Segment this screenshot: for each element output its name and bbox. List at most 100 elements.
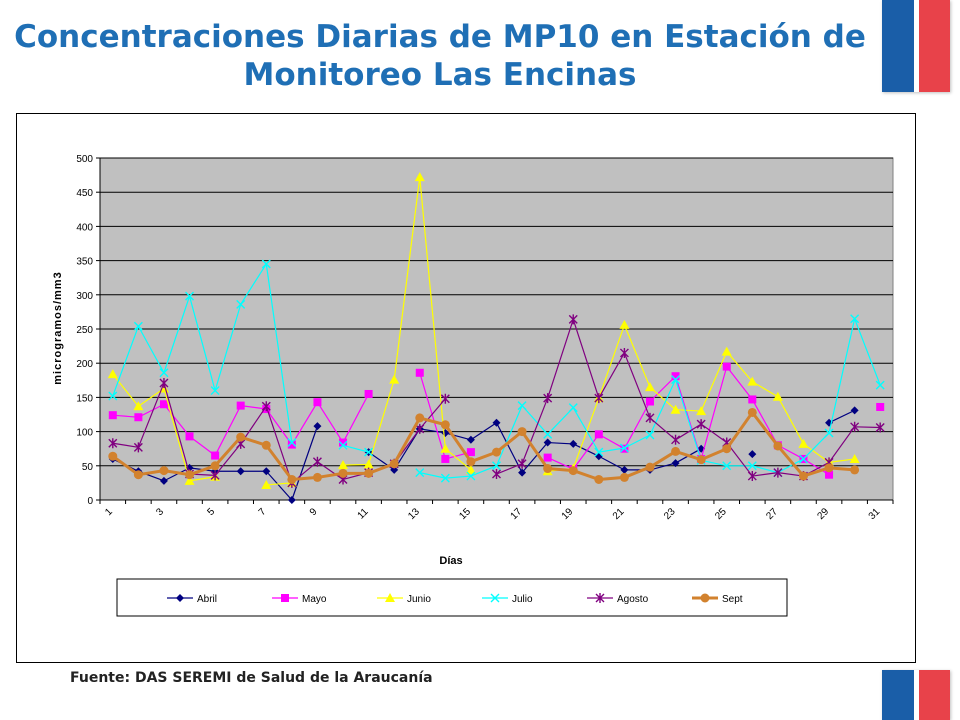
series-line-abril (828, 409, 855, 424)
data-point-julio (798, 454, 808, 464)
data-point-agosto (594, 393, 604, 404)
data-point-julio (645, 430, 655, 440)
data-point-sept (261, 440, 271, 450)
data-point-julio (517, 401, 527, 411)
data-point-abril (543, 438, 552, 447)
data-point-abril (620, 465, 629, 474)
data-point-junio (414, 172, 425, 182)
data-point-junio (721, 346, 732, 356)
data-point-mayo (543, 453, 552, 462)
legend-item-abril: Abril (167, 594, 217, 605)
data-point-sept (671, 446, 681, 456)
data-point-agosto (159, 378, 169, 389)
data-point-sept (517, 427, 527, 437)
chile-flag-stripe-top (882, 0, 950, 92)
data-point-julio (568, 403, 578, 413)
y-tick-label: 450 (76, 188, 93, 199)
data-point-julio (824, 428, 834, 438)
data-point-junio (338, 460, 349, 470)
x-tick-label: 19 (560, 506, 576, 522)
legend-label: Julio (512, 594, 533, 605)
data-point-abril (671, 459, 680, 468)
data-point-junio (644, 382, 655, 392)
x-tick-label: 25 (713, 506, 729, 522)
data-point-agosto (312, 456, 322, 467)
data-point-julio (415, 468, 425, 478)
y-tick-label: 150 (76, 393, 93, 404)
y-tick-label: 0 (87, 496, 93, 507)
legend-item-mayo: Mayo (272, 594, 327, 605)
source-note: Fuente: DAS SEREMI de Salud de la Arauca… (70, 670, 433, 686)
data-point-sept (568, 466, 578, 476)
data-point-mayo (415, 368, 424, 377)
data-point-junio (107, 369, 118, 379)
legend-label: Junio (407, 594, 431, 605)
data-point-abril (569, 439, 578, 448)
data-point-sept (185, 470, 195, 480)
data-point-sept (108, 451, 118, 461)
data-point-abril (390, 465, 399, 474)
x-tick-label: 1 (103, 506, 115, 518)
data-point-mayo (108, 411, 117, 420)
data-point-julio (338, 440, 348, 450)
data-point-sept (850, 465, 860, 475)
data-point-mayo (722, 362, 731, 371)
y-tick-label: 400 (76, 222, 93, 233)
data-point-junio (440, 443, 451, 453)
x-tick-label: 17 (509, 506, 525, 522)
data-point-mayo (671, 372, 680, 381)
data-point-agosto (619, 347, 629, 358)
data-point-sept (466, 457, 476, 467)
y-tick-label: 350 (76, 257, 93, 268)
data-point-abril (287, 496, 296, 504)
data-point-agosto (210, 470, 220, 481)
data-point-sept (159, 466, 169, 476)
legend-swatch-marker (281, 594, 289, 602)
data-point-sept (312, 472, 322, 482)
data-point-junio (772, 391, 783, 401)
data-point-agosto (773, 467, 783, 478)
legend-label: Agosto (617, 594, 649, 605)
data-point-agosto (415, 423, 425, 434)
data-point-mayo (339, 438, 348, 447)
legend-item-sept: Sept (692, 593, 743, 605)
data-point-sept (287, 474, 297, 484)
data-point-abril (492, 418, 501, 427)
legend-item-agosto: Agosto (587, 593, 649, 605)
data-point-junio (363, 459, 374, 469)
data-point-mayo (287, 440, 296, 449)
data-point-junio (133, 401, 144, 411)
series-line-agosto (496, 318, 881, 477)
data-point-sept (722, 444, 732, 454)
legend-swatch-marker (490, 593, 500, 603)
y-tick-label: 250 (76, 325, 93, 336)
data-point-agosto (747, 471, 757, 482)
data-point-julio (133, 321, 143, 331)
y-tick-label: 200 (76, 359, 93, 370)
x-tick-label: 13 (406, 506, 422, 522)
data-point-junio (696, 406, 707, 416)
data-point-sept (133, 470, 143, 480)
legend-item-julio: Julio (482, 593, 533, 605)
data-point-mayo (876, 402, 885, 411)
x-tick-label: 29 (816, 506, 832, 522)
data-point-mayo (185, 432, 194, 441)
data-point-sept (492, 447, 501, 457)
series-line-sept (111, 410, 855, 481)
data-point-abril (518, 468, 527, 477)
data-point-abril (748, 450, 757, 459)
data-point-agosto (517, 458, 527, 469)
data-point-junio (619, 319, 630, 329)
data-point-agosto (671, 434, 681, 445)
data-point-sept (619, 472, 629, 482)
data-point-sept (696, 455, 706, 465)
data-point-junio (465, 464, 476, 474)
data-point-mayo (748, 395, 757, 404)
chile-flag-stripe-bottom (882, 670, 950, 720)
legend-label: Mayo (302, 594, 327, 605)
data-point-julio (466, 471, 476, 481)
data-point-abril (466, 435, 475, 444)
y-tick-label: 100 (76, 428, 93, 439)
x-tick-label: 3 (154, 506, 166, 518)
x-tick-label: 21 (611, 506, 627, 522)
